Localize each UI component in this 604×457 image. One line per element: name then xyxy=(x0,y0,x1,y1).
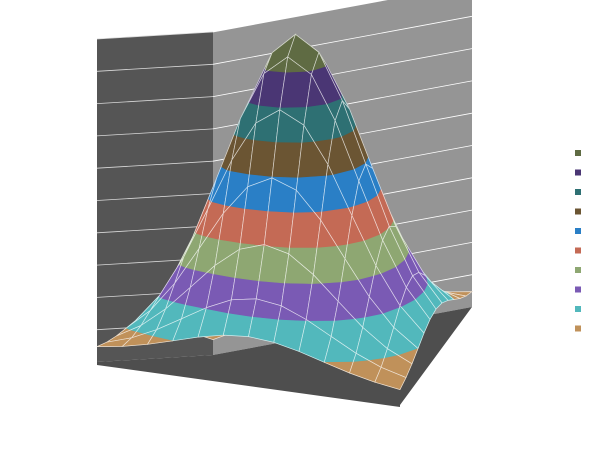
legend-swatch xyxy=(575,306,581,312)
surface-band-patch xyxy=(271,141,303,178)
legend-swatch xyxy=(575,267,581,273)
back-wall-gridline xyxy=(212,0,388,33)
left-wall-gridline xyxy=(96,160,214,169)
legend xyxy=(575,150,581,332)
legend-swatch xyxy=(575,150,581,156)
legend-swatch xyxy=(575,169,581,176)
legend-swatch xyxy=(575,247,581,254)
left-wall-gridline xyxy=(96,128,214,137)
surface-mesh-cell xyxy=(374,366,407,391)
left-wall-gridline xyxy=(96,193,214,201)
surface-band-patch xyxy=(231,277,260,301)
surface-band-patch xyxy=(240,208,269,246)
legend-swatch xyxy=(575,325,581,332)
left-wall-gridline xyxy=(96,225,214,234)
legend-swatch xyxy=(575,286,581,293)
left-wall-gridline xyxy=(96,31,214,40)
surface-band-patch xyxy=(289,211,322,248)
surface-band-patch xyxy=(263,210,295,248)
legend-swatch xyxy=(575,208,581,215)
surface-plot xyxy=(96,33,474,391)
left-wall-gridline xyxy=(96,63,214,72)
back-wall-gridline xyxy=(212,15,473,65)
left-wall-gridline xyxy=(96,96,214,104)
legend-swatch xyxy=(575,228,581,234)
legend-swatch xyxy=(575,189,581,195)
